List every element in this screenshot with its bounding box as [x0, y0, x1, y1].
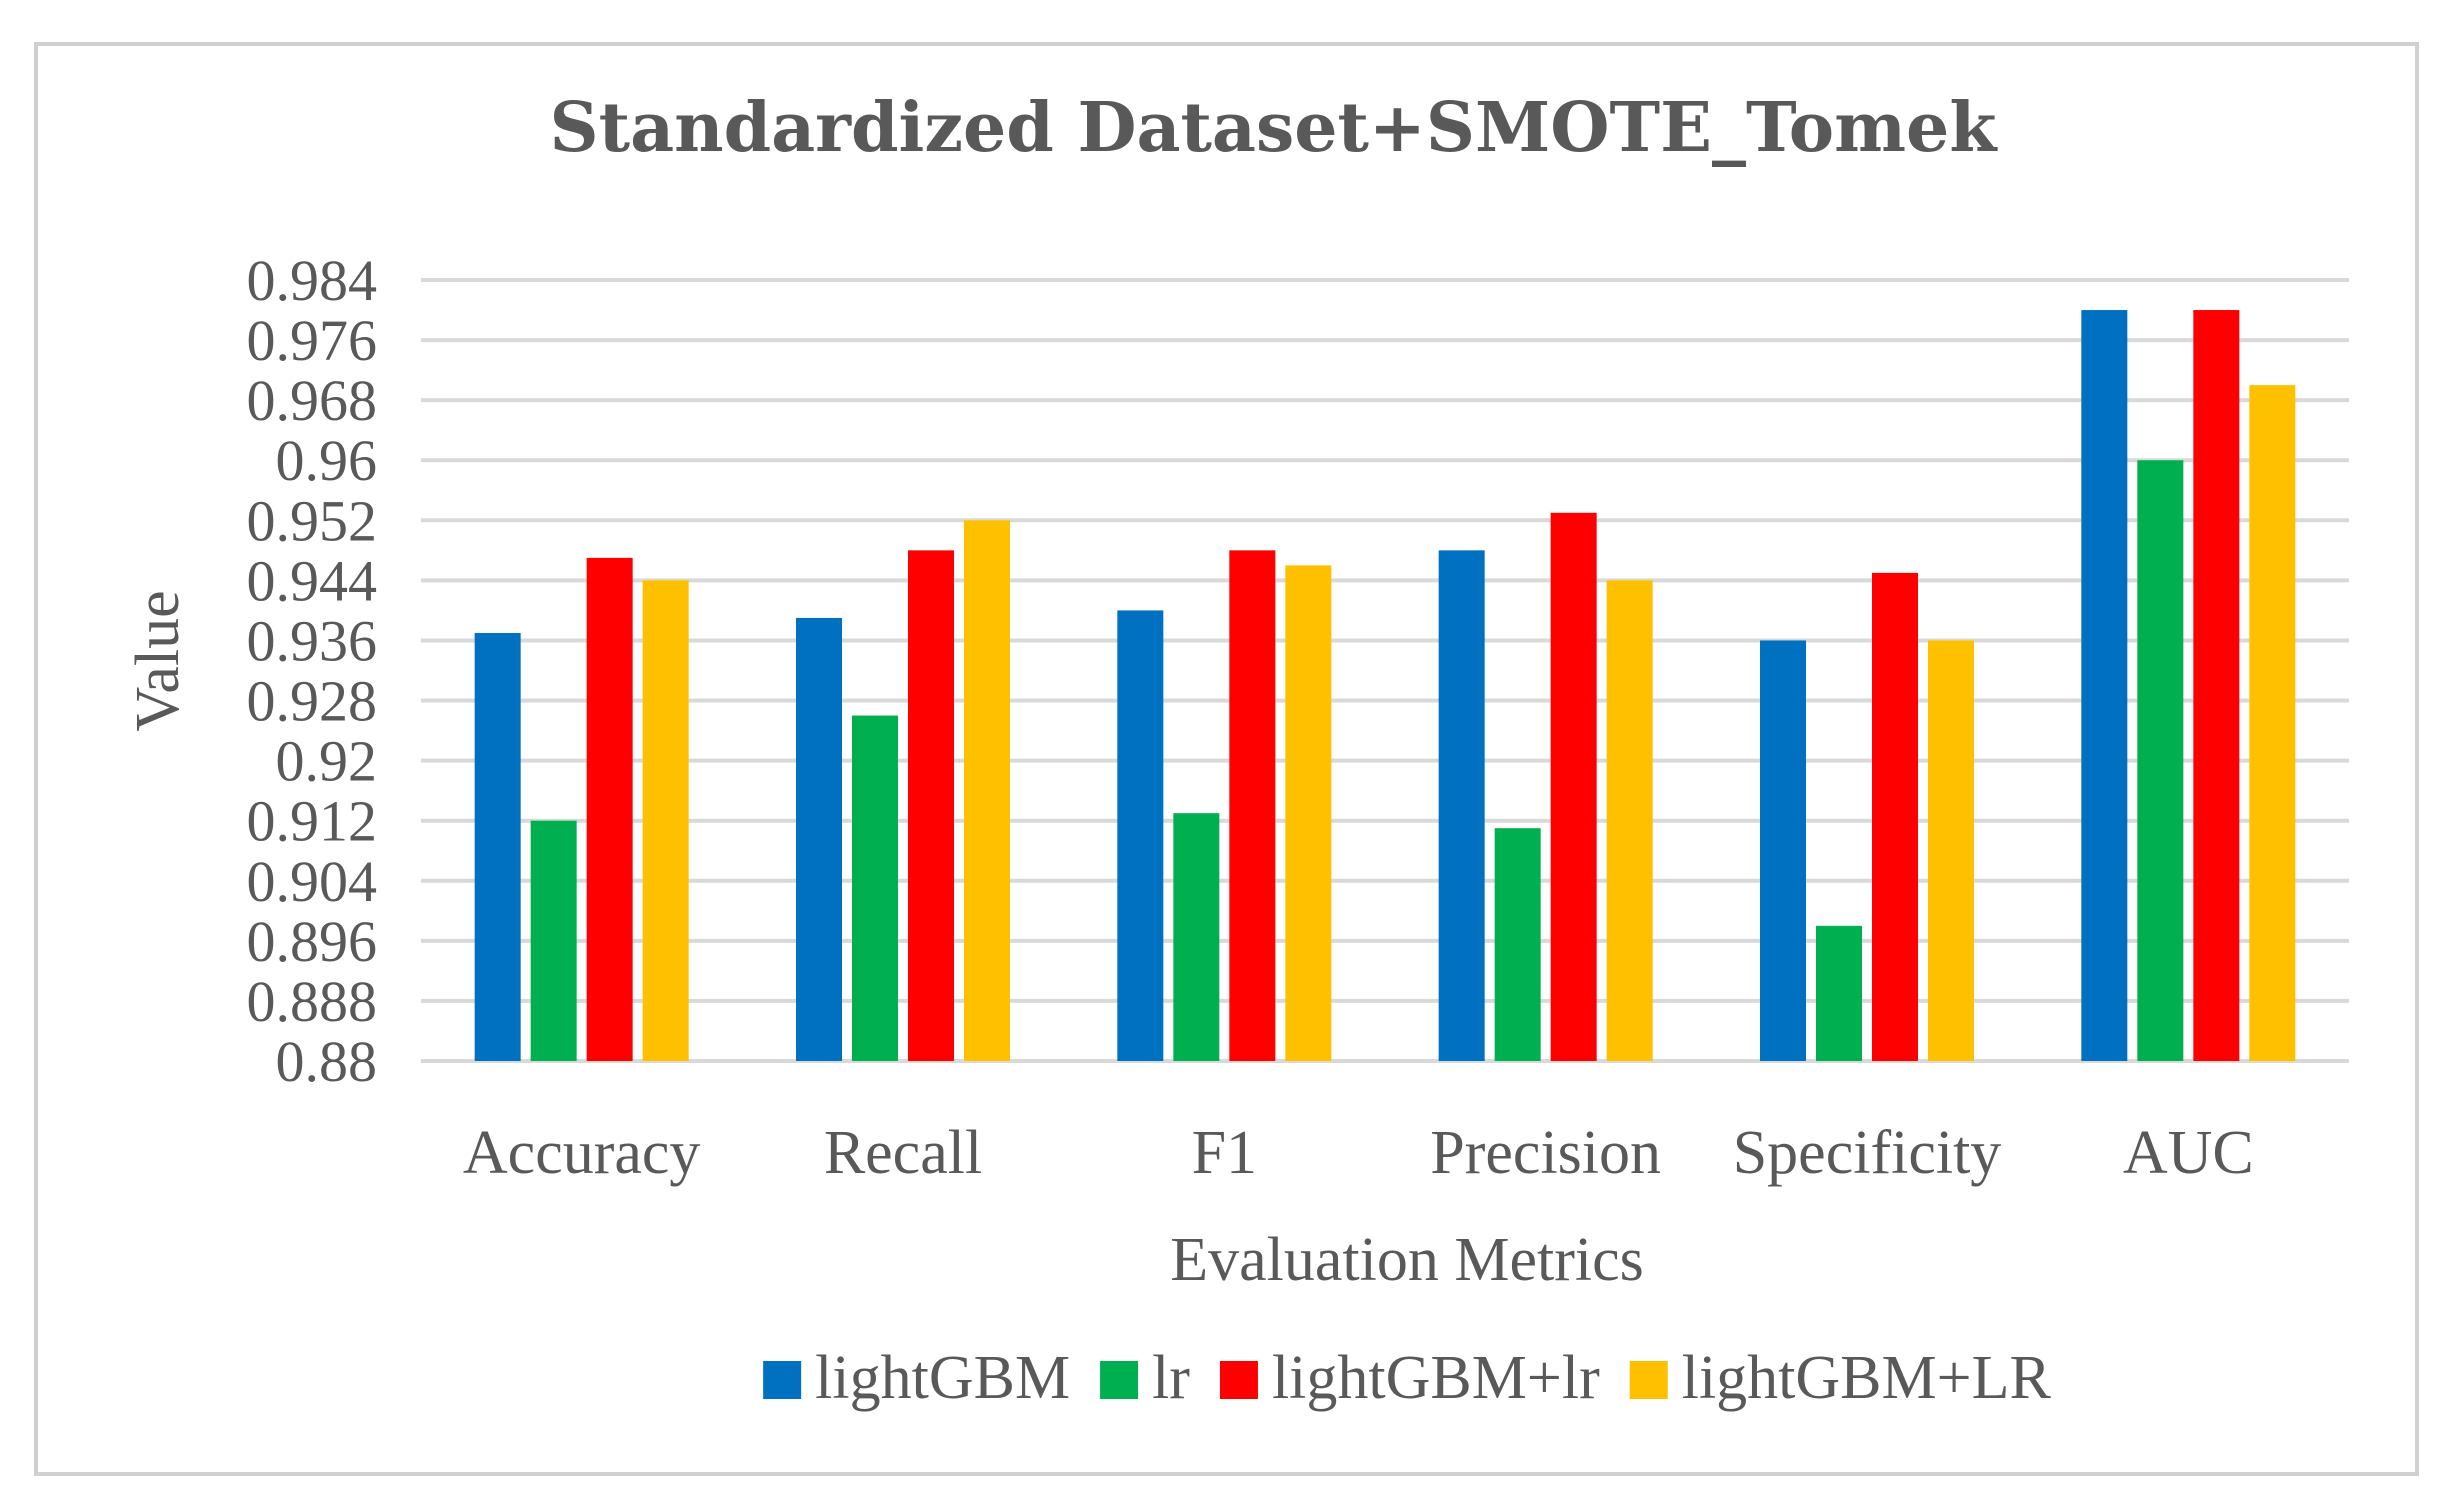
- y-tick-label: 0.928: [247, 669, 378, 734]
- legend-swatch: [1100, 1361, 1139, 1399]
- y-tick-label: 0.888: [247, 969, 378, 1034]
- gridlines: [421, 278, 2349, 1063]
- bar-lightgbm-lr-auc: [2193, 310, 2240, 1061]
- bar-lightgbm-lr-specificity: [1928, 640, 1974, 1061]
- y-axis-ticks: 0.880.8880.8960.9040.9120.920.9280.9360.…: [247, 248, 378, 1094]
- y-tick-label: 0.904: [247, 849, 378, 914]
- bar-lightgbm-lr-f1: [1285, 565, 1332, 1061]
- bar-lr-accuracy: [530, 820, 577, 1061]
- y-tick-label: 0.88: [276, 1029, 378, 1094]
- y-tick-label: 0.952: [247, 488, 378, 553]
- y-tick-label: 0.944: [247, 548, 378, 613]
- bar-lr-precision: [1494, 828, 1541, 1061]
- y-tick-label: 0.936: [247, 608, 378, 673]
- legend-label: lightGBM: [815, 1344, 1070, 1412]
- legend-swatch: [763, 1361, 802, 1399]
- bar-lightgbm-lr-recall: [964, 520, 1010, 1061]
- bar-lightgbm-lr-auc: [2249, 385, 2296, 1061]
- bar-lightgbm-lr-specificity: [1872, 572, 1918, 1061]
- x-category-label: Recall: [824, 1119, 982, 1187]
- legend-swatch: [1629, 1361, 1668, 1399]
- x-category-label: Accuracy: [463, 1119, 701, 1187]
- y-tick-label: 0.96: [276, 428, 378, 493]
- chart-title: Standardized Dataset+SMOTE_Tomek: [550, 88, 1999, 168]
- bar-lightgbm-lr-recall: [908, 550, 954, 1061]
- x-category-label: Specificity: [1733, 1119, 2002, 1187]
- y-tick-label: 0.976: [247, 308, 378, 373]
- legend: lightGBM lr lightGBM+lr lightGBM+LR: [763, 1344, 2052, 1412]
- bar-chart: Standardized Dataset+SMOTE_Tomek 0.880.8…: [124, 88, 2349, 1412]
- bar-lr-specificity: [1816, 925, 1862, 1061]
- x-axis-categories: Accuracy Recall F1 Precision Specificity AUC: [463, 1119, 2254, 1187]
- bar-lightgbm-f1: [1117, 610, 1164, 1061]
- x-category-label: Precision: [1430, 1119, 1661, 1187]
- bar-lightgbm-recall: [796, 617, 842, 1061]
- legend-swatch: [1219, 1361, 1258, 1399]
- y-tick-label: 0.968: [247, 368, 378, 433]
- bar-lightgbm-accuracy: [474, 632, 521, 1061]
- bar-lr-f1: [1173, 813, 1220, 1061]
- bar-lr-recall: [852, 715, 898, 1061]
- bar-lightgbm-specificity: [1760, 640, 1806, 1061]
- y-tick-label: 0.984: [247, 248, 378, 313]
- chart-frame: Standardized Dataset+SMOTE_Tomek 0.88 0.8…: [34, 42, 2419, 1476]
- legend-label: lightGBM+lr: [1272, 1344, 1600, 1412]
- bar-lr-auc: [2137, 460, 2184, 1061]
- x-category-label: F1: [1192, 1119, 1257, 1187]
- x-category-label: AUC: [2123, 1119, 2254, 1187]
- y-axis-title: Value: [124, 590, 192, 731]
- y-tick-label: 0.912: [247, 789, 378, 854]
- bars: [474, 310, 2296, 1061]
- bar-lightgbm-lr-accuracy: [586, 557, 633, 1061]
- bar-lightgbm-auc: [2081, 310, 2128, 1061]
- x-axis-title: Evaluation Metrics: [1170, 1226, 1643, 1294]
- legend-label: lr: [1152, 1344, 1190, 1412]
- bar-lightgbm-lr-precision: [1550, 512, 1597, 1061]
- legend-label: lightGBM+LR: [1682, 1344, 2052, 1412]
- y-tick-label: 0.896: [247, 909, 378, 974]
- bar-lightgbm-lr-f1: [1229, 550, 1276, 1061]
- bar-lightgbm-lr-precision: [1606, 580, 1653, 1061]
- y-tick-label: 0.92: [276, 729, 378, 794]
- bar-lightgbm-lr-accuracy: [642, 580, 689, 1061]
- bar-lightgbm-precision: [1438, 550, 1485, 1061]
